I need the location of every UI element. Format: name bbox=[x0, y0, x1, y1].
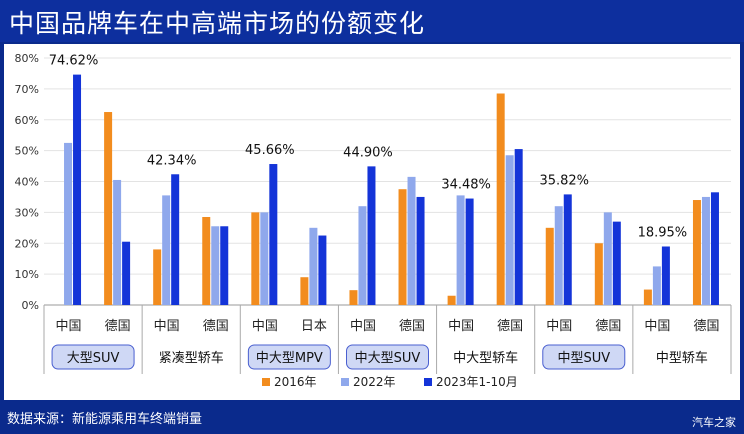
header-bar: 中国品牌车在中高端市场的份额变化 bbox=[0, 0, 744, 42]
segment-label: 中大型MPV bbox=[256, 351, 323, 366]
y-tick-label: 80% bbox=[15, 52, 39, 65]
bar bbox=[211, 226, 220, 305]
bar bbox=[73, 74, 82, 305]
bar bbox=[456, 195, 465, 305]
data-label: 35.82% bbox=[539, 173, 589, 188]
legend-swatch bbox=[262, 378, 270, 386]
bar bbox=[554, 206, 563, 305]
bar bbox=[514, 149, 523, 305]
bar bbox=[358, 206, 367, 305]
category-label: 中国 bbox=[154, 319, 180, 334]
bar bbox=[447, 295, 456, 305]
bar bbox=[104, 112, 113, 305]
category-label: 德国 bbox=[497, 319, 523, 334]
bar-chart: 0% 10% 20% 30% 40% 50% 60% 70% 80% 中国 德国 74.62% 大型SU… bbox=[15, 52, 732, 389]
bar bbox=[465, 198, 474, 305]
data-source: 数据来源：新能源乘用车终端销量 bbox=[7, 412, 203, 427]
bar bbox=[545, 227, 554, 305]
y-tick-label: 50% bbox=[15, 145, 39, 158]
category-label: 中国 bbox=[644, 319, 670, 334]
segment-label: 紧凑型轿车 bbox=[159, 350, 224, 366]
footer-bar: 数据来源：新能源乘用车终端销量 汽车之家 bbox=[0, 402, 744, 434]
bar bbox=[407, 176, 416, 305]
legend-swatch bbox=[341, 378, 349, 386]
segment-label: 中大型轿车 bbox=[453, 350, 518, 366]
bar bbox=[612, 221, 621, 305]
data-label: 18.95% bbox=[638, 225, 688, 240]
bar bbox=[153, 249, 162, 305]
bar bbox=[661, 246, 670, 305]
y-tick-label: 10% bbox=[15, 268, 39, 281]
segment-pill bbox=[542, 344, 626, 370]
bar bbox=[563, 194, 572, 305]
bar bbox=[260, 212, 269, 305]
category-label: 德国 bbox=[203, 319, 229, 334]
bar bbox=[692, 200, 701, 305]
category-label: 德国 bbox=[399, 319, 425, 334]
bar bbox=[349, 290, 358, 305]
data-label: 34.48% bbox=[441, 178, 491, 193]
y-tick-label: 40% bbox=[15, 176, 39, 189]
category-label: 德国 bbox=[595, 319, 621, 334]
data-label: 42.34% bbox=[147, 153, 197, 168]
legend-swatch bbox=[424, 378, 432, 386]
bar bbox=[64, 142, 73, 305]
y-tick-label: 20% bbox=[15, 237, 39, 250]
bar bbox=[162, 195, 171, 305]
bar bbox=[269, 164, 278, 305]
segment-pill bbox=[346, 344, 429, 370]
category-label: 中国 bbox=[546, 319, 572, 334]
category-label: 中国 bbox=[56, 319, 82, 334]
segment-label: 大型SUV bbox=[67, 351, 120, 366]
bar bbox=[505, 155, 514, 305]
data-label: 44.90% bbox=[343, 145, 393, 160]
category-label: 中国 bbox=[448, 319, 474, 334]
bar bbox=[122, 241, 131, 305]
legend-label: 2023年1-10月 bbox=[436, 375, 518, 389]
category-label: 德国 bbox=[693, 319, 719, 334]
bar bbox=[367, 166, 376, 305]
data-label: 45.66% bbox=[245, 143, 295, 158]
data-label: 74.62% bbox=[49, 54, 99, 69]
bar bbox=[643, 289, 652, 305]
bar bbox=[701, 196, 710, 305]
legend-label: 2016年 bbox=[274, 375, 317, 389]
bar bbox=[710, 192, 719, 305]
bar bbox=[113, 179, 122, 305]
bar bbox=[309, 227, 318, 305]
bar bbox=[171, 174, 180, 305]
y-tick-label: 60% bbox=[15, 114, 39, 127]
bar bbox=[220, 226, 229, 305]
segment-label: 中大型SUV bbox=[355, 351, 421, 366]
bar bbox=[652, 266, 661, 305]
bar bbox=[251, 212, 260, 305]
segment-pill bbox=[247, 344, 331, 370]
bar bbox=[300, 277, 309, 305]
bar bbox=[496, 93, 505, 305]
segment-pill bbox=[51, 344, 135, 370]
bar bbox=[398, 189, 407, 305]
category-label: 德国 bbox=[105, 319, 131, 334]
category-label: 中国 bbox=[350, 319, 376, 334]
page-title: 中国品牌车在中高端市场的份额变化 bbox=[9, 9, 426, 38]
segment-label: 中型轿车 bbox=[656, 350, 708, 366]
bar bbox=[594, 243, 603, 305]
category-label: 日本 bbox=[301, 319, 327, 334]
brand-logo: 汽车之家 bbox=[692, 416, 736, 429]
y-tick-label: 0% bbox=[22, 299, 39, 312]
y-tick-label: 30% bbox=[15, 206, 39, 219]
y-tick-label: 70% bbox=[15, 83, 39, 96]
segment-label: 中型SUV bbox=[557, 351, 610, 366]
chart-panel: 0% 10% 20% 30% 40% 50% 60% 70% 80% 中国 德国 74.62% 大型SU… bbox=[4, 44, 740, 400]
bar bbox=[318, 235, 327, 305]
bar bbox=[603, 212, 612, 305]
category-label: 中国 bbox=[252, 319, 278, 334]
legend-label: 2022年 bbox=[353, 375, 396, 389]
bar bbox=[202, 217, 211, 305]
bar bbox=[416, 196, 425, 305]
